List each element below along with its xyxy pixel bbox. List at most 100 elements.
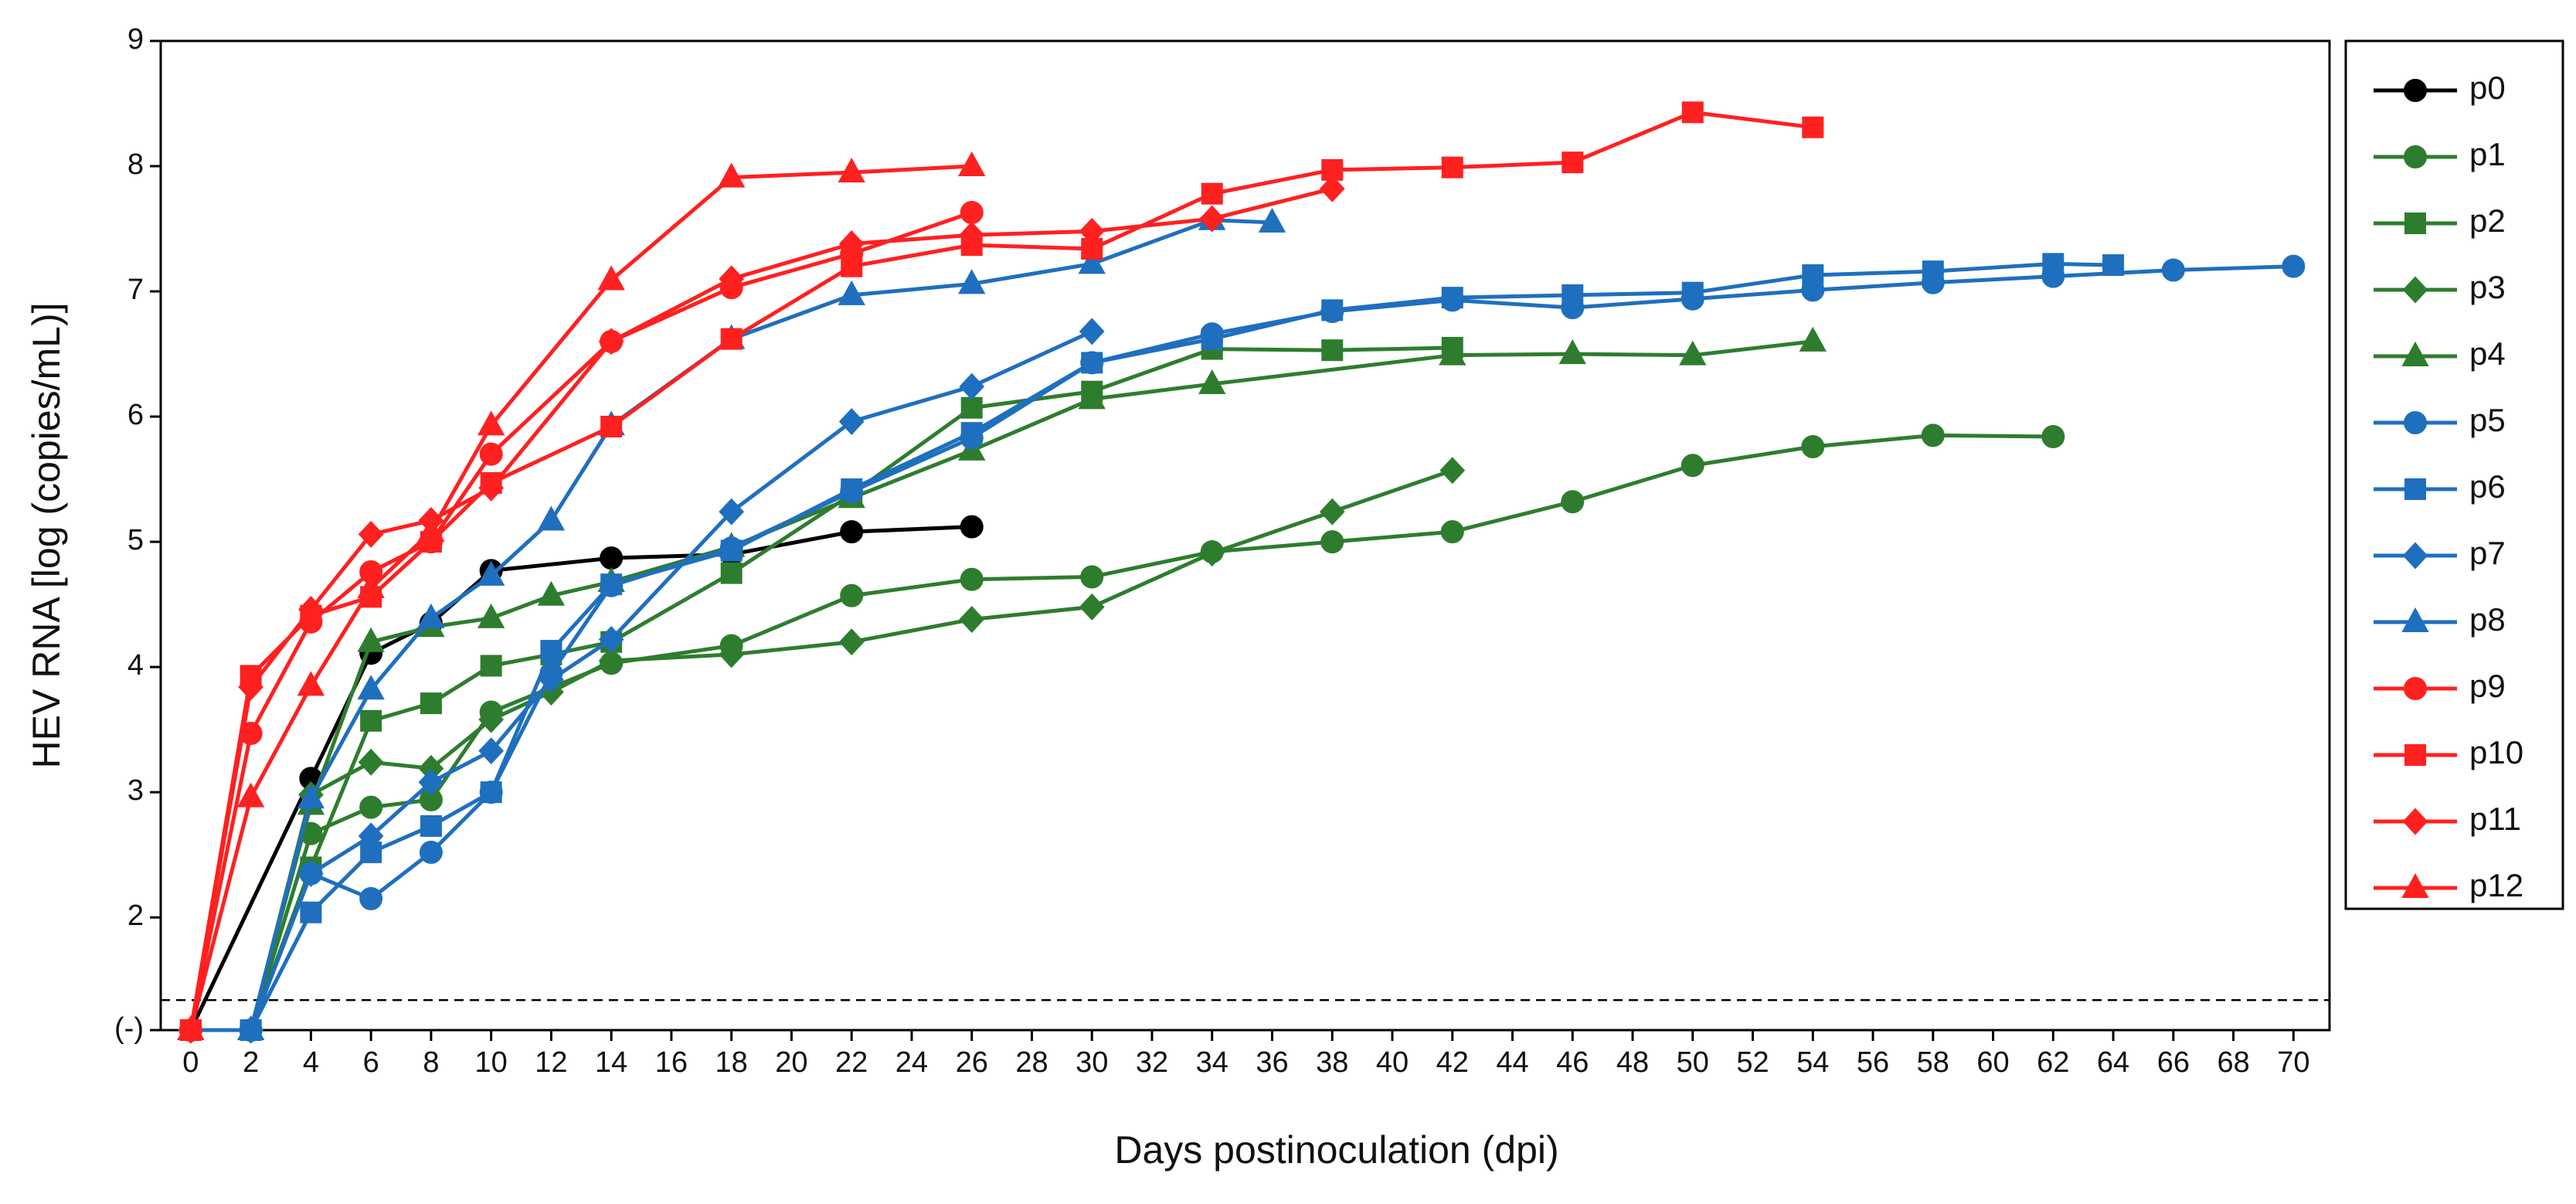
marker xyxy=(958,151,986,177)
marker xyxy=(360,709,382,732)
marker xyxy=(1558,338,1586,365)
marker xyxy=(1561,490,1585,514)
marker xyxy=(1319,498,1345,525)
marker xyxy=(838,280,865,305)
y-tick-label: (-) xyxy=(114,1012,144,1045)
x-tick-label: 58 xyxy=(1917,1046,1949,1079)
y-tick-label: 4 xyxy=(127,649,144,682)
marker xyxy=(1320,530,1344,554)
marker xyxy=(840,520,864,544)
marker xyxy=(358,822,384,850)
marker xyxy=(719,641,745,668)
marker xyxy=(479,442,503,466)
x-tick-label: 56 xyxy=(1857,1046,1889,1079)
marker xyxy=(597,265,625,291)
marker xyxy=(960,396,983,419)
marker xyxy=(2102,254,2125,277)
marker xyxy=(1201,328,1223,350)
marker xyxy=(478,737,505,765)
marker xyxy=(537,505,566,531)
marker xyxy=(719,265,745,293)
marker xyxy=(418,768,444,796)
series xyxy=(178,254,2306,1042)
x-tick-label: 2 xyxy=(243,1046,259,1079)
marker xyxy=(959,221,985,249)
marker xyxy=(1801,434,1825,458)
series-line xyxy=(190,468,1453,1032)
marker xyxy=(600,416,623,438)
legend-label: p2 xyxy=(2469,202,2506,239)
marker xyxy=(1079,593,1105,621)
marker xyxy=(1681,281,1704,304)
marker xyxy=(960,200,984,224)
x-tick-label: 64 xyxy=(2097,1046,2129,1079)
series xyxy=(178,423,2065,1042)
x-tick-label: 44 xyxy=(1496,1046,1528,1079)
marker xyxy=(1562,151,1584,174)
y-tick-label: 3 xyxy=(127,774,144,807)
legend-marker xyxy=(2401,607,2429,632)
marker xyxy=(960,422,983,444)
legend-label: p0 xyxy=(2469,70,2506,106)
legend-marker xyxy=(2402,276,2428,304)
legend-marker xyxy=(2404,213,2426,234)
marker xyxy=(357,573,385,599)
marker xyxy=(297,784,325,809)
marker xyxy=(1802,116,1824,138)
marker xyxy=(1198,369,1226,394)
marker xyxy=(236,782,265,808)
plot-frame xyxy=(159,39,2331,1032)
x-tick-label: 20 xyxy=(775,1046,807,1079)
marker xyxy=(838,628,865,656)
marker xyxy=(477,603,505,628)
series xyxy=(179,101,1824,1041)
series xyxy=(178,175,1345,1044)
legend-label: p4 xyxy=(2469,335,2506,372)
marker xyxy=(719,498,745,525)
series xyxy=(177,326,1827,1040)
marker xyxy=(477,560,505,586)
marker xyxy=(1319,175,1345,202)
x-tick-label: 46 xyxy=(1556,1046,1589,1079)
marker xyxy=(1078,249,1106,274)
marker xyxy=(480,781,502,804)
x-axis-label: Days postinoculation (dpi) xyxy=(1114,1128,1558,1172)
legend-marker xyxy=(2404,478,2426,500)
marker xyxy=(297,671,325,696)
marker xyxy=(960,567,984,591)
marker xyxy=(417,517,445,542)
marker xyxy=(417,603,445,628)
x-tick-label: 16 xyxy=(655,1046,688,1079)
y-tick-label: 5 xyxy=(127,524,144,556)
series-line xyxy=(189,110,1813,1031)
legend-marker xyxy=(2404,145,2427,168)
marker xyxy=(359,886,383,910)
x-tick-label: 36 xyxy=(1256,1046,1288,1079)
legend-marker xyxy=(2401,341,2429,366)
x-tick-label: 34 xyxy=(1196,1046,1229,1079)
marker xyxy=(1081,352,1103,374)
legend-marker xyxy=(2402,808,2428,835)
marker xyxy=(1562,284,1584,306)
marker xyxy=(1321,339,1344,362)
legend-marker xyxy=(2404,411,2427,434)
marker xyxy=(419,840,443,864)
series-line xyxy=(190,218,1273,1032)
legend-marker xyxy=(2404,744,2426,766)
marker xyxy=(1922,260,1944,283)
marker xyxy=(359,795,383,819)
marker xyxy=(959,606,985,634)
marker xyxy=(1439,340,1466,366)
marker xyxy=(357,675,385,700)
x-tick-label: 28 xyxy=(1015,1046,1048,1079)
marker xyxy=(1199,205,1225,233)
marker xyxy=(1078,384,1106,410)
x-tick-label: 14 xyxy=(595,1046,627,1079)
marker xyxy=(298,860,324,887)
x-tick-label: 8 xyxy=(423,1046,439,1079)
marker xyxy=(236,1015,265,1040)
legend-box xyxy=(2344,39,2564,910)
x-tick-label: 30 xyxy=(1076,1046,1108,1079)
marker xyxy=(1441,287,1463,309)
legend-label: p8 xyxy=(2469,601,2506,638)
